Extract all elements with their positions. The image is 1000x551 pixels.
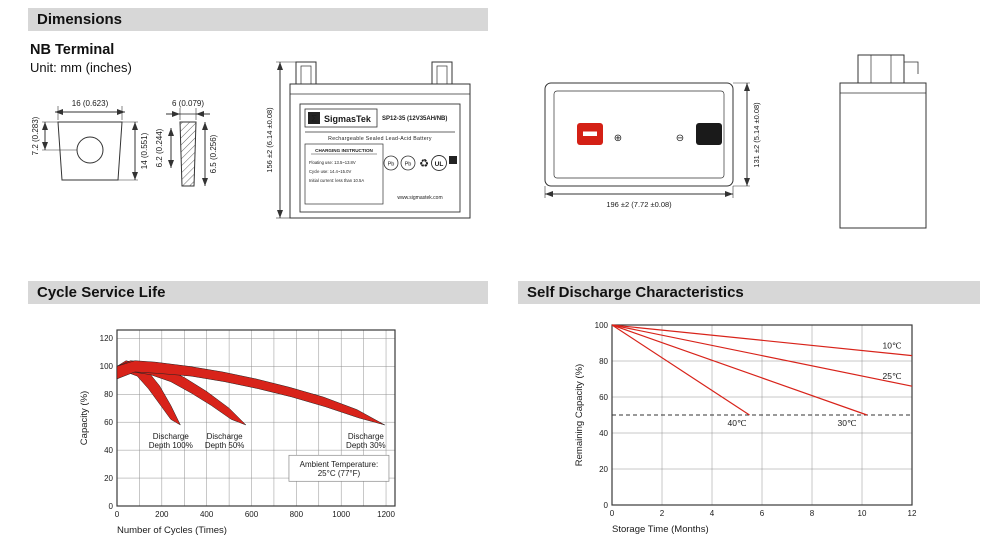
dim-top-view-width: 196 ±2 (7.72 ±0.08) (606, 200, 672, 209)
y-tick-label: 100 (595, 321, 609, 330)
annotation-text: Ambient Temperature: (300, 460, 379, 469)
x-tick-label: 400 (200, 510, 214, 519)
unit-note: Unit: mm (inches) (30, 60, 132, 75)
y-tick-label: 120 (100, 334, 114, 343)
x-tick-label: 12 (908, 509, 917, 518)
battery-top-view (544, 82, 750, 198)
self-discharge-title: Self Discharge Characteristics (527, 284, 744, 301)
battery-front-view (276, 61, 471, 219)
plus-terminal-symbol: ⊕ (614, 133, 622, 144)
series-line (611, 324, 913, 387)
charging-line-2: Cycle use: 14.4~15.0V (309, 169, 351, 174)
y-tick-label: 100 (100, 362, 114, 371)
ul-icon (431, 155, 447, 171)
x-tick-label: 6 (760, 509, 765, 518)
y-tick-label: 80 (599, 357, 608, 366)
y-tick-label: 0 (109, 502, 114, 511)
self-discharge-chart: 10℃ 25℃ 30℃ 40℃ 0 2 4 6 8 10 12 0 20 40 60 80 100 Storage… (574, 321, 917, 535)
minus-terminal-symbol: ⊖ (676, 133, 684, 144)
y-tick-label: 20 (104, 474, 113, 483)
annotation-text: Depth 100% (149, 441, 193, 450)
terminal-front-view (42, 106, 138, 181)
pb-icon (383, 155, 399, 171)
x-axis-title: Storage Time (Months) (612, 524, 709, 535)
ul-icon-text: UL (435, 161, 444, 168)
y-tick-label: 0 (604, 501, 609, 510)
y-tick-label: 80 (104, 390, 113, 399)
charging-line-1: Floating use: 13.5~13.8V (309, 160, 356, 165)
x-tick-label: 800 (290, 510, 304, 519)
pb-icon-text-2: Pb (405, 162, 412, 168)
sigma-icon: Σ (311, 114, 317, 124)
certification-mark-icon (449, 156, 457, 164)
annotation-text: Depth 30% (346, 441, 386, 450)
y-tick-label: 40 (599, 429, 608, 438)
dim-terminal-right-height: 14 (0.551) (140, 132, 149, 169)
series-line (611, 324, 913, 357)
charging-instruction-title: CHARGING INSTRUCTION (315, 148, 373, 153)
y-tick-label: 40 (104, 446, 113, 455)
terminal-section-view (166, 108, 210, 187)
dim-section-right-height: 6.5 (0.256) (209, 134, 218, 173)
x-tick-label: 200 (155, 510, 169, 519)
series-label: 10℃ (882, 340, 901, 350)
annotation-text: Discharge (153, 432, 190, 441)
series-line (611, 324, 868, 416)
series-line (611, 324, 750, 416)
x-axis-title: Number of Cycles (Times) (117, 525, 227, 536)
x-tick-label: 4 (710, 509, 715, 518)
series-label: 30℃ (837, 418, 856, 428)
annotation-text: Depth 50% (205, 441, 245, 450)
x-tick-label: 0 (115, 510, 120, 519)
x-tick-label: 8 (810, 509, 815, 518)
plot-border (116, 329, 396, 507)
charging-line-3: Initial current: less than 10.5A (309, 178, 364, 183)
x-tick-label: 1200 (377, 510, 395, 519)
series-label: 40℃ (727, 418, 746, 428)
section-header-self-discharge: Self Discharge Characteristics (518, 281, 980, 304)
nb-terminal-heading: NB Terminal (30, 42, 115, 58)
cycle-life-title: Cycle Service Life (37, 284, 166, 301)
x-tick-label: 0 (610, 509, 615, 518)
annotation-box (288, 454, 390, 482)
dim-section-left-height: 6.2 (0.244) (155, 128, 164, 167)
battery-side-view (839, 54, 927, 229)
recycle-icon: ♻ (419, 158, 429, 170)
dim-terminal-top-width: 16 (0.623) (72, 99, 109, 108)
dimensions-drawing: 16 (0.623) 7.2 (0.283) 14 (0.551) 6 (0.0… (31, 54, 927, 229)
label-model: SP12-35 (12V35AH/NB) (382, 116, 447, 122)
series-label: 25℃ (882, 371, 901, 381)
y-tick-label: 60 (599, 393, 608, 402)
annotation-text: Discharge (348, 432, 385, 441)
annotation-text: 25°C (77°F) (318, 469, 361, 478)
section-header-cycle-life: Cycle Service Life (28, 281, 488, 304)
dimensions-title: Dimensions (37, 11, 123, 28)
dim-top-view-height: 131 ±2 (5.14 ±0.08) (752, 102, 761, 168)
y-tick-label: 60 (104, 418, 113, 427)
label-website: www.sigmastek.com (397, 195, 442, 201)
brand-logo-icon (308, 112, 320, 124)
x-tick-label: 10 (858, 509, 867, 518)
y-axis-title: Remaining Capacity (%) (574, 364, 585, 466)
section-header-dimensions: Dimensions (28, 8, 488, 31)
dim-terminal-left-height: 7.2 (0.283) (31, 116, 40, 155)
y-tick-label: 20 (599, 465, 608, 474)
negative-terminal (696, 123, 722, 145)
x-tick-label: 2 (660, 509, 665, 518)
pb-icon-text: Pb (388, 162, 395, 168)
pb-recycle-icon (400, 155, 416, 171)
label-brand: SigmasTek (324, 114, 372, 124)
dim-section-top-width: 6 (0.079) (172, 99, 204, 108)
annotation-text: Discharge (207, 432, 244, 441)
label-battery-type: Rechargeable Sealed Lead-Acid Battery (328, 136, 432, 142)
dim-front-height: 156 ±2 (6.14 ±0.08) (265, 107, 274, 173)
y-axis-title: Capacity (%) (79, 391, 90, 445)
x-tick-label: 600 (245, 510, 259, 519)
x-tick-label: 1000 (332, 510, 350, 519)
capacity-band (116, 360, 386, 426)
